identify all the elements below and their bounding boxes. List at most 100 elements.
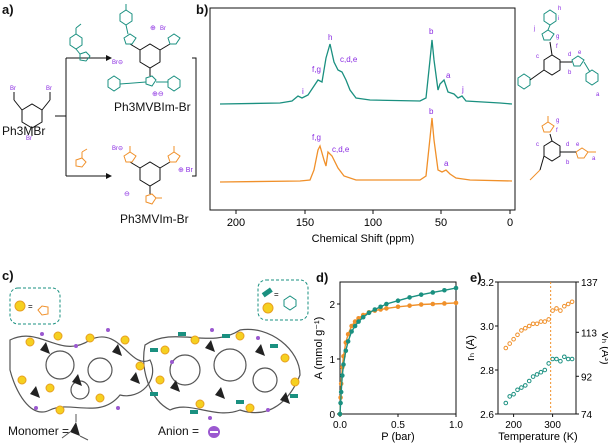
peak-label-i: i bbox=[302, 87, 304, 96]
ph3mvbim-structure bbox=[129, 43, 171, 76]
isotherm-point bbox=[418, 292, 424, 297]
isotherm-point bbox=[343, 348, 349, 354]
isotherm-ylabel: A (mmol g⁻¹) bbox=[313, 317, 325, 380]
isotherm-point bbox=[430, 290, 436, 295]
panel-label-d: d) bbox=[316, 270, 329, 285]
isotherm-xtick-label: 0.5 bbox=[391, 420, 405, 431]
svg-text:f: f bbox=[556, 44, 558, 50]
isotherm-point bbox=[340, 373, 345, 378]
svg-text:Br: Br bbox=[10, 86, 16, 92]
svg-text:a: a bbox=[592, 156, 596, 162]
radius-ytick-label: 2.8 bbox=[480, 366, 494, 377]
isotherm-xtick-label: 0.0 bbox=[333, 420, 347, 431]
svg-text:⊖: ⊖ bbox=[124, 191, 130, 198]
radius-point bbox=[542, 367, 548, 373]
monomer-nodes bbox=[30, 340, 290, 404]
radius-point bbox=[511, 391, 516, 397]
radius-point bbox=[550, 308, 555, 313]
svg-text:g: g bbox=[556, 34, 559, 40]
radius-point bbox=[546, 317, 551, 322]
radius-point bbox=[554, 306, 559, 311]
volume-ytick-label: 137 bbox=[581, 278, 598, 289]
isotherm-xlabel: P (bar) bbox=[381, 431, 414, 443]
peak-label-fg-top: f,g bbox=[312, 65, 321, 74]
svg-text:e: e bbox=[576, 142, 580, 148]
nmr-tick-100: 100 bbox=[364, 217, 382, 229]
peak-label-b-bottom: b bbox=[429, 107, 434, 116]
svg-text:h: h bbox=[558, 6, 561, 12]
radius-point bbox=[519, 385, 524, 390]
isotherm-point bbox=[356, 316, 361, 321]
network-left bbox=[9, 335, 154, 413]
nmr-spectrum-bottom bbox=[219, 117, 513, 183]
isotherm-point bbox=[442, 287, 447, 293]
peak-label-b-top: b bbox=[429, 27, 434, 36]
isotherm-point bbox=[338, 400, 343, 406]
radius-point bbox=[534, 372, 540, 377]
legend-bubble-right: = bbox=[257, 279, 309, 321]
nmr-bottom-peak-labels: f,g c,d,e b a bbox=[312, 107, 449, 168]
isotherm-point bbox=[349, 323, 354, 329]
radius-point bbox=[534, 321, 540, 327]
radius-point bbox=[546, 361, 551, 366]
svg-text:i: i bbox=[558, 16, 559, 22]
peak-label-j: j bbox=[461, 85, 464, 94]
radius-point bbox=[523, 383, 528, 388]
radius-ytick-label: 2.6 bbox=[480, 410, 494, 421]
radius-point bbox=[558, 358, 563, 364]
radius-point bbox=[562, 303, 567, 309]
nmr-frame bbox=[209, 7, 516, 211]
radius-point bbox=[503, 400, 509, 406]
svg-text:a: a bbox=[596, 92, 600, 98]
svg-text:j: j bbox=[533, 26, 535, 32]
nmr-tick-0: 0 bbox=[507, 217, 513, 229]
svg-text:b: b bbox=[566, 160, 570, 166]
radius-point bbox=[562, 354, 567, 360]
nmr-tick-150: 150 bbox=[296, 217, 314, 229]
monomer-glyph bbox=[61, 414, 89, 441]
svg-text:d: d bbox=[566, 142, 569, 148]
peak-label-cde-top: c,d,e bbox=[340, 55, 358, 64]
isotherm-point bbox=[372, 307, 378, 312]
radius-frame bbox=[497, 281, 577, 415]
nmr-x-ticks: 200 150 100 50 0 bbox=[227, 210, 513, 229]
product-top-label: Ph3MVBIm-Br bbox=[114, 100, 191, 114]
nmr-spectrum-top bbox=[219, 39, 513, 105]
isotherm-ytick-label: 2 bbox=[329, 300, 335, 311]
radius-point bbox=[565, 301, 571, 307]
radius-point bbox=[511, 336, 516, 342]
imidazolium-nodes bbox=[17, 331, 300, 415]
isotherm-point bbox=[384, 301, 389, 307]
peak-label-a-top: a bbox=[446, 71, 451, 80]
svg-text:Br: Br bbox=[46, 86, 52, 92]
isotherm-point bbox=[442, 301, 447, 306]
isotherm-xtick-label: 1.0 bbox=[449, 420, 463, 431]
volume-ylabel: Vₕ (Å³) bbox=[599, 331, 608, 364]
radius-point bbox=[554, 356, 559, 362]
isotherm-point bbox=[349, 329, 354, 334]
svg-text:Br⊖: Br⊖ bbox=[112, 60, 123, 66]
volume-ytick-label: 92 bbox=[581, 372, 593, 383]
nmr-spectra: 200 150 100 50 0 Chemical Shift (ppm) i … bbox=[209, 6, 600, 245]
panel-label-a: a) bbox=[2, 2, 14, 17]
nmr-tick-200: 200 bbox=[227, 217, 245, 229]
br-label: Br bbox=[160, 26, 166, 32]
radius-point bbox=[530, 374, 536, 379]
svg-text:c: c bbox=[536, 54, 539, 60]
nmr-structure-atom-labels: hij gfc d eab gfc d eab bbox=[533, 6, 600, 166]
monomer-legend-label: Monomer = bbox=[8, 424, 70, 438]
radius-point bbox=[523, 325, 528, 331]
temperature-xtick-label: 300 bbox=[544, 420, 561, 431]
isotherm-point bbox=[366, 310, 372, 316]
radius-point bbox=[558, 308, 563, 313]
radius-point bbox=[526, 378, 532, 384]
radius-point bbox=[519, 328, 524, 333]
legend-bubble-left: = bbox=[9, 287, 61, 325]
vinylbenzyl-nodes bbox=[150, 332, 298, 414]
radius-point bbox=[530, 321, 536, 327]
isotherm-point bbox=[356, 319, 361, 324]
isotherm-point bbox=[453, 300, 459, 306]
start-material-label: Ph3MBr bbox=[2, 124, 46, 138]
isotherm-point bbox=[453, 285, 459, 291]
svg-text:d: d bbox=[568, 52, 571, 58]
